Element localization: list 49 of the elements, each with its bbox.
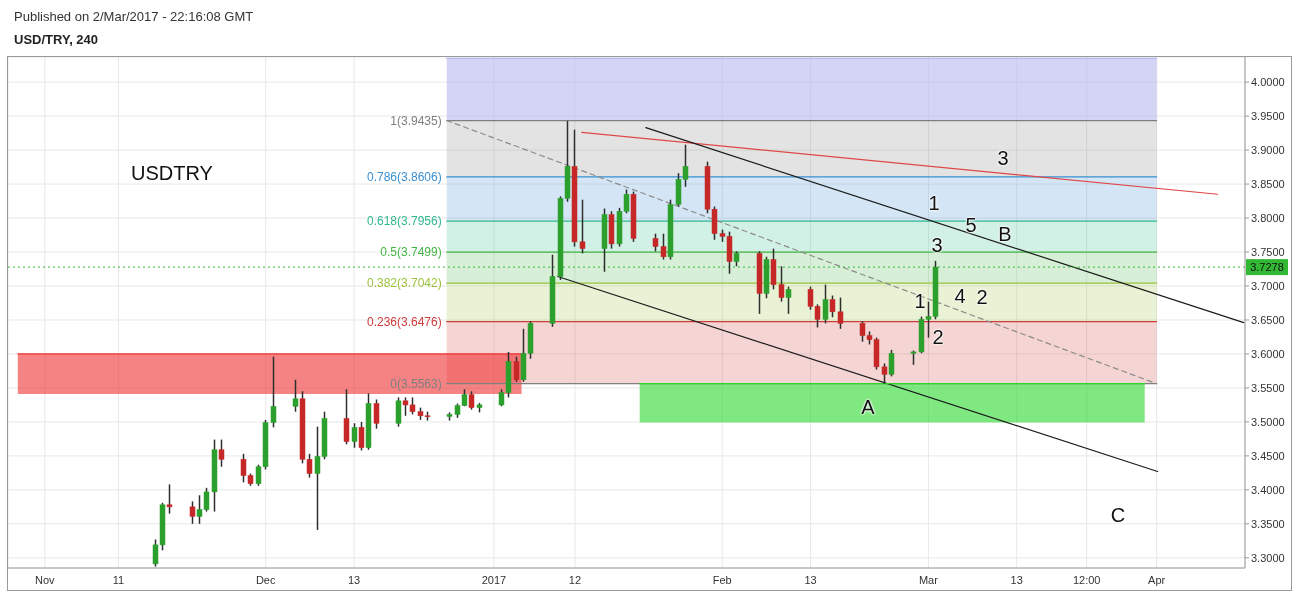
x-tick-label: 11	[112, 573, 125, 586]
y-tick-label: 3.8000	[1251, 211, 1285, 224]
annotation: 1	[914, 290, 926, 312]
y-tick-label: 3.9500	[1251, 110, 1285, 123]
ref-line-label: 3.7278	[1250, 261, 1284, 274]
annotation: B	[998, 223, 1012, 245]
chart-title: Published on 2/Mar/2017 - 22:16:08 GMT	[14, 9, 254, 24]
y-tick-label: 3.7000	[1251, 279, 1285, 292]
y-tick-label: 3.5000	[1251, 415, 1285, 428]
x-tick-label: Apr	[1148, 573, 1166, 586]
y-tick-label: 3.8500	[1251, 177, 1285, 190]
x-tick-label: 2017	[481, 573, 507, 586]
x-tick-label: 13	[347, 573, 361, 586]
series-label: 0.786(3.8606)	[366, 169, 442, 184]
series-label: 0.618(3.7956)	[366, 214, 442, 229]
annotation: 2	[976, 286, 988, 308]
y-tick-label: 3.4000	[1251, 483, 1285, 496]
chart-subtitle: USD/TRY, 240	[14, 32, 99, 47]
y-tick-label: 3.6500	[1251, 313, 1285, 326]
annotation: 4	[954, 285, 966, 307]
annotation: 5	[965, 214, 977, 236]
y-tick-label: 3.3500	[1251, 517, 1285, 530]
x-tick-label: 12	[568, 573, 582, 586]
x-tick-label: Nov	[35, 573, 56, 586]
annotation: 3	[997, 147, 1009, 169]
series-label: 0.236(3.6476)	[366, 314, 442, 329]
x-tick-label: Feb	[712, 573, 732, 586]
series-label: 0(3.5563)	[390, 376, 442, 391]
y-tick-label: 3.5500	[1251, 381, 1285, 394]
x-tick-label: Mar	[918, 573, 939, 586]
series-label: 0.382(3.7042)	[366, 276, 442, 291]
y-tick-label: 4.0000	[1251, 76, 1285, 89]
y-tick-label: 3.3000	[1251, 551, 1285, 564]
y-tick-label: 3.6000	[1251, 347, 1285, 360]
x-tick-label: 13	[1010, 573, 1023, 586]
x-tick-label: 12:00	[1072, 573, 1101, 586]
y-tick-label: 3.9000	[1251, 144, 1285, 156]
x-tick-label: Dec	[255, 573, 276, 586]
series-label: 0.5(3.7499)	[380, 245, 442, 260]
x-tick-label: 13	[804, 573, 817, 586]
annotation: 3	[931, 234, 943, 256]
annotation: C	[1110, 504, 1126, 526]
y-tick-label: 3.4500	[1251, 449, 1285, 462]
annotation: USDTRY	[131, 162, 213, 184]
annotation: 1	[928, 192, 940, 214]
annotation: A	[861, 396, 875, 418]
annotation: 2	[932, 326, 944, 348]
y-tick-label: 3.7500	[1251, 245, 1285, 258]
series-label: 1(3.9435)	[390, 113, 442, 128]
